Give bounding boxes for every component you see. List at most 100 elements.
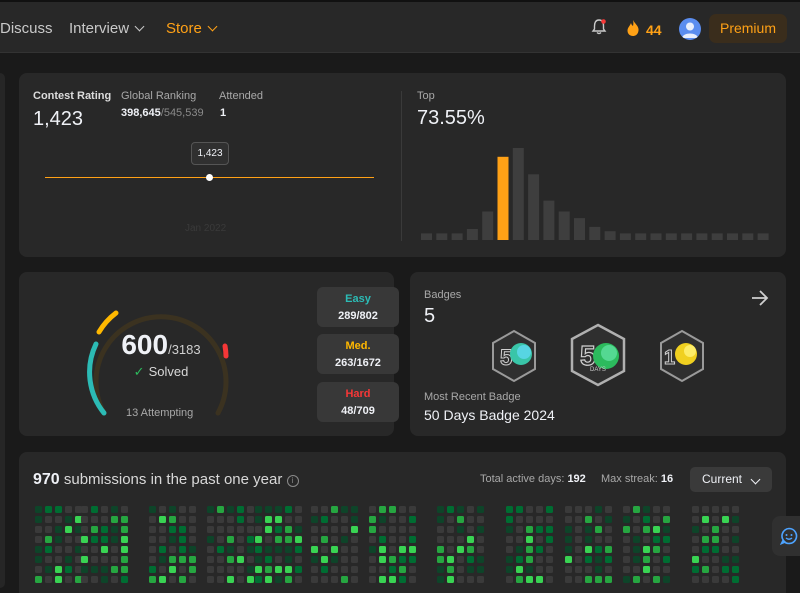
heatmap-cell[interactable]	[409, 516, 416, 523]
heatmap-cell[interactable]	[565, 506, 572, 513]
heatmap-cell[interactable]	[506, 506, 513, 513]
histogram-bar[interactable]	[589, 226, 601, 240]
heatmap-cell[interactable]	[633, 566, 640, 573]
heatmap-cell[interactable]	[663, 546, 670, 553]
heatmap-cell[interactable]	[91, 506, 98, 513]
heatmap-cell[interactable]	[722, 526, 729, 533]
heatmap-cell[interactable]	[477, 536, 484, 543]
heatmap-cell[interactable]	[526, 526, 533, 533]
histogram-bar[interactable]	[574, 218, 585, 240]
heatmap-cell[interactable]	[169, 506, 176, 513]
heatmap-cell[interactable]	[546, 516, 553, 523]
heatmap-cell[interactable]	[169, 576, 176, 583]
heatmap-cell[interactable]	[409, 576, 416, 583]
heatmap-cell[interactable]	[389, 506, 396, 513]
heatmap-cell[interactable]	[331, 566, 338, 573]
heatmap-cell[interactable]	[663, 576, 670, 583]
histogram-bar[interactable]	[635, 233, 647, 240]
heatmap-cell[interactable]	[457, 566, 464, 573]
heatmap-cell[interactable]	[633, 536, 640, 543]
heatmap-cell[interactable]	[653, 526, 660, 533]
heatmap-cell[interactable]	[75, 546, 82, 553]
heatmap-cell[interactable]	[477, 526, 484, 533]
heatmap-cell[interactable]	[653, 566, 660, 573]
heatmap-cell[interactable]	[585, 526, 592, 533]
heatmap-cell[interactable]	[169, 516, 176, 523]
heatmap-cell[interactable]	[121, 556, 128, 563]
heatmap-cell[interactable]	[575, 526, 582, 533]
heatmap-cell[interactable]	[399, 566, 406, 573]
heatmap-cell[interactable]	[447, 566, 454, 573]
heatmap-cell[interactable]	[732, 546, 739, 553]
heatmap-cell[interactable]	[623, 546, 630, 553]
heatmap-cell[interactable]	[111, 536, 118, 543]
heatmap-cell[interactable]	[341, 526, 348, 533]
histogram-bar[interactable]	[696, 233, 708, 240]
heatmap-cell[interactable]	[692, 566, 699, 573]
heatmap-cell[interactable]	[101, 576, 108, 583]
histogram-bar[interactable]	[742, 233, 754, 240]
heatmap-cell[interactable]	[75, 536, 82, 543]
heatmap-cell[interactable]	[732, 536, 739, 543]
histogram-bar[interactable]	[681, 233, 693, 240]
heatmap-cell[interactable]	[341, 566, 348, 573]
heatmap-cell[interactable]	[81, 556, 88, 563]
heatmap-cell[interactable]	[207, 556, 214, 563]
heatmap-cell[interactable]	[159, 566, 166, 573]
heatmap-cell[interactable]	[81, 566, 88, 573]
heatmap-cell[interactable]	[295, 516, 302, 523]
heatmap-cell[interactable]	[546, 566, 553, 573]
heatmap-cell[interactable]	[255, 506, 262, 513]
heatmap-cell[interactable]	[101, 566, 108, 573]
heatmap-cell[interactable]	[285, 566, 292, 573]
feedback-tab[interactable]	[772, 516, 800, 556]
heatmap-cell[interactable]	[712, 526, 719, 533]
heatmap-cell[interactable]	[237, 546, 244, 553]
heatmap-cell[interactable]	[81, 526, 88, 533]
heatmap-cell[interactable]	[121, 546, 128, 553]
heatmap-cell[interactable]	[516, 566, 523, 573]
heatmap-cell[interactable]	[526, 516, 533, 523]
heatmap-cell[interactable]	[369, 536, 376, 543]
heatmap-cell[interactable]	[516, 516, 523, 523]
heatmap-cell[interactable]	[369, 526, 376, 533]
heatmap-cell[interactable]	[169, 526, 176, 533]
heatmap-cell[interactable]	[536, 516, 543, 523]
heatmap-cell[interactable]	[65, 526, 72, 533]
heatmap-cell[interactable]	[189, 536, 196, 543]
heatmap-cell[interactable]	[255, 526, 262, 533]
heatmap-cell[interactable]	[653, 516, 660, 523]
heatmap-cell[interactable]	[623, 576, 630, 583]
heatmap-cell[interactable]	[565, 576, 572, 583]
heatmap-cell[interactable]	[702, 526, 709, 533]
heatmap-cell[interactable]	[45, 526, 52, 533]
heatmap-cell[interactable]	[653, 576, 660, 583]
heatmap-cell[interactable]	[379, 566, 386, 573]
heatmap-cell[interactable]	[311, 576, 318, 583]
heatmap-cell[interactable]	[275, 546, 282, 553]
heatmap-cell[interactable]	[516, 556, 523, 563]
heatmap-cell[interactable]	[35, 546, 42, 553]
heatmap-cell[interactable]	[207, 576, 214, 583]
heatmap-cell[interactable]	[227, 546, 234, 553]
heatmap-cell[interactable]	[341, 506, 348, 513]
heatmap-cell[interactable]	[457, 556, 464, 563]
heatmap-cell[interactable]	[217, 516, 224, 523]
histogram-bar[interactable]	[558, 211, 570, 241]
heatmap-cell[interactable]	[389, 546, 396, 553]
heatmap-cell[interactable]	[506, 526, 513, 533]
heatmap-cell[interactable]	[437, 566, 444, 573]
heatmap-cell[interactable]	[477, 506, 484, 513]
heatmap-cell[interactable]	[457, 536, 464, 543]
heatmap-cell[interactable]	[159, 576, 166, 583]
heatmap-cell[interactable]	[623, 556, 630, 563]
heatmap-cell[interactable]	[179, 526, 186, 533]
heatmap-cell[interactable]	[379, 556, 386, 563]
heatmap-cell[interactable]	[81, 576, 88, 583]
heatmap-cell[interactable]	[585, 506, 592, 513]
heatmap-cell[interactable]	[321, 546, 328, 553]
heatmap-cell[interactable]	[237, 576, 244, 583]
heatmap-cell[interactable]	[149, 526, 156, 533]
heatmap-cell[interactable]	[447, 546, 454, 553]
heatmap-cell[interactable]	[217, 536, 224, 543]
